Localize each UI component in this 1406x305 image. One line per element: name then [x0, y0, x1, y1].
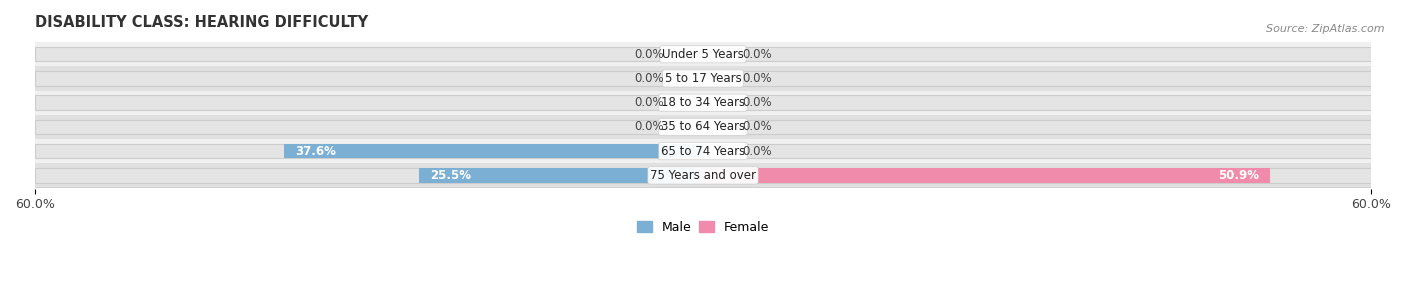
Text: 18 to 34 Years: 18 to 34 Years	[661, 96, 745, 109]
Text: 35 to 64 Years: 35 to 64 Years	[661, 120, 745, 133]
Text: Under 5 Years: Under 5 Years	[662, 48, 744, 61]
Text: DISABILITY CLASS: HEARING DIFFICULTY: DISABILITY CLASS: HEARING DIFFICULTY	[35, 15, 368, 30]
Bar	[35, 47, 1371, 62]
Text: Source: ZipAtlas.com: Source: ZipAtlas.com	[1267, 24, 1385, 34]
Bar	[35, 66, 1371, 91]
Bar	[35, 91, 1371, 115]
Bar	[35, 115, 1371, 139]
Text: 37.6%: 37.6%	[295, 145, 336, 158]
Text: 0.0%: 0.0%	[742, 120, 772, 133]
Text: 65 to 74 Years: 65 to 74 Years	[661, 145, 745, 158]
Text: 0.0%: 0.0%	[742, 96, 772, 109]
Text: 0.0%: 0.0%	[742, 72, 772, 85]
Text: 50.9%: 50.9%	[1218, 169, 1258, 182]
Bar	[35, 42, 1371, 66]
Bar	[35, 71, 1371, 86]
Bar	[419, 168, 703, 183]
Bar	[35, 163, 1371, 188]
Bar	[35, 95, 1371, 110]
Text: 25.5%: 25.5%	[430, 169, 471, 182]
Bar	[35, 120, 1371, 134]
Bar	[35, 139, 1371, 163]
Text: 0.0%: 0.0%	[634, 48, 664, 61]
Text: 0.0%: 0.0%	[634, 72, 664, 85]
Text: 75 Years and over: 75 Years and over	[650, 169, 756, 182]
Text: 5 to 17 Years: 5 to 17 Years	[665, 72, 741, 85]
Bar	[35, 144, 1371, 158]
Text: 0.0%: 0.0%	[634, 96, 664, 109]
Text: 0.0%: 0.0%	[742, 145, 772, 158]
Bar	[703, 168, 1270, 183]
Text: 0.0%: 0.0%	[742, 48, 772, 61]
Text: 0.0%: 0.0%	[634, 120, 664, 133]
Bar	[284, 144, 703, 158]
Bar	[35, 168, 1371, 183]
Legend: Male, Female: Male, Female	[631, 216, 775, 239]
